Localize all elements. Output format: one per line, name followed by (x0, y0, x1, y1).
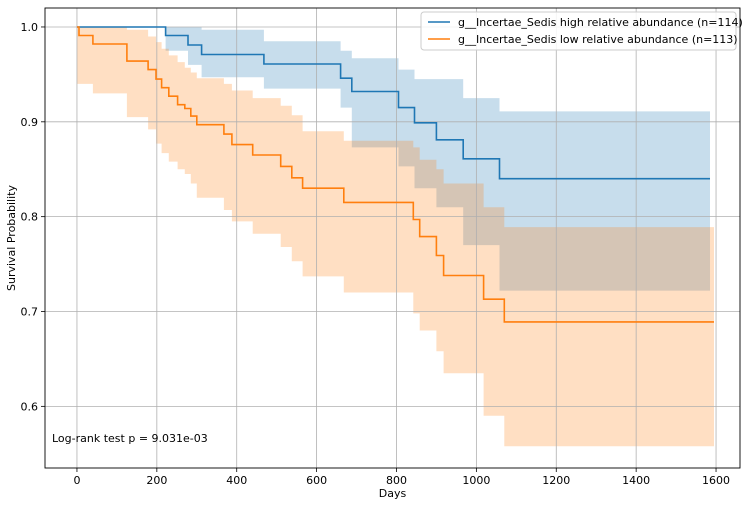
plot-frame (44, 7, 741, 469)
y-axis-label: Survival Probability (5, 185, 18, 291)
y-tick-label: 0.7 (21, 306, 39, 319)
legend-label-high: g__Incertae_Sedis high relative abundanc… (458, 16, 743, 29)
survival-lines (77, 26, 714, 323)
x-tick-label: 400 (226, 474, 247, 487)
x-tick-label: 1200 (542, 474, 570, 487)
legend-box (420, 11, 737, 51)
y-tick-label: 1.0 (21, 21, 39, 34)
x-tick-label: 0 (73, 474, 80, 487)
legend: g__Incertae_Sedis high relative abundanc… (420, 11, 743, 51)
log-rank-annotation: Log-rank test p = 9.031e-03 (52, 432, 208, 445)
x-tick-label: 800 (386, 474, 407, 487)
x-tick-label: 1000 (462, 474, 490, 487)
confidence-band-high (77, 27, 710, 291)
x-tick-label: 600 (306, 474, 327, 487)
x-axis-label: Days (379, 487, 407, 500)
x-tick-label: 1400 (622, 474, 650, 487)
axis-ticks: 0 200 400 600 800 1000 1200 1400 1600 0.6 0.7 0.8 0.… (21, 21, 731, 487)
y-tick-label: 0.8 (21, 211, 39, 224)
grid-lines (45, 8, 740, 468)
legend-label-low: g__Incertae_Sedis low relative abundance… (458, 33, 738, 46)
y-tick-label: 0.6 (21, 400, 39, 413)
x-tick-label: 1600 (702, 474, 730, 487)
confidence-bands (77, 27, 714, 447)
confidence-band-low (77, 27, 714, 447)
x-tick-label: 200 (146, 474, 167, 487)
survival-line-high (77, 26, 710, 180)
y-tick-label: 0.9 (21, 116, 39, 129)
survival-line-low (77, 26, 714, 323)
